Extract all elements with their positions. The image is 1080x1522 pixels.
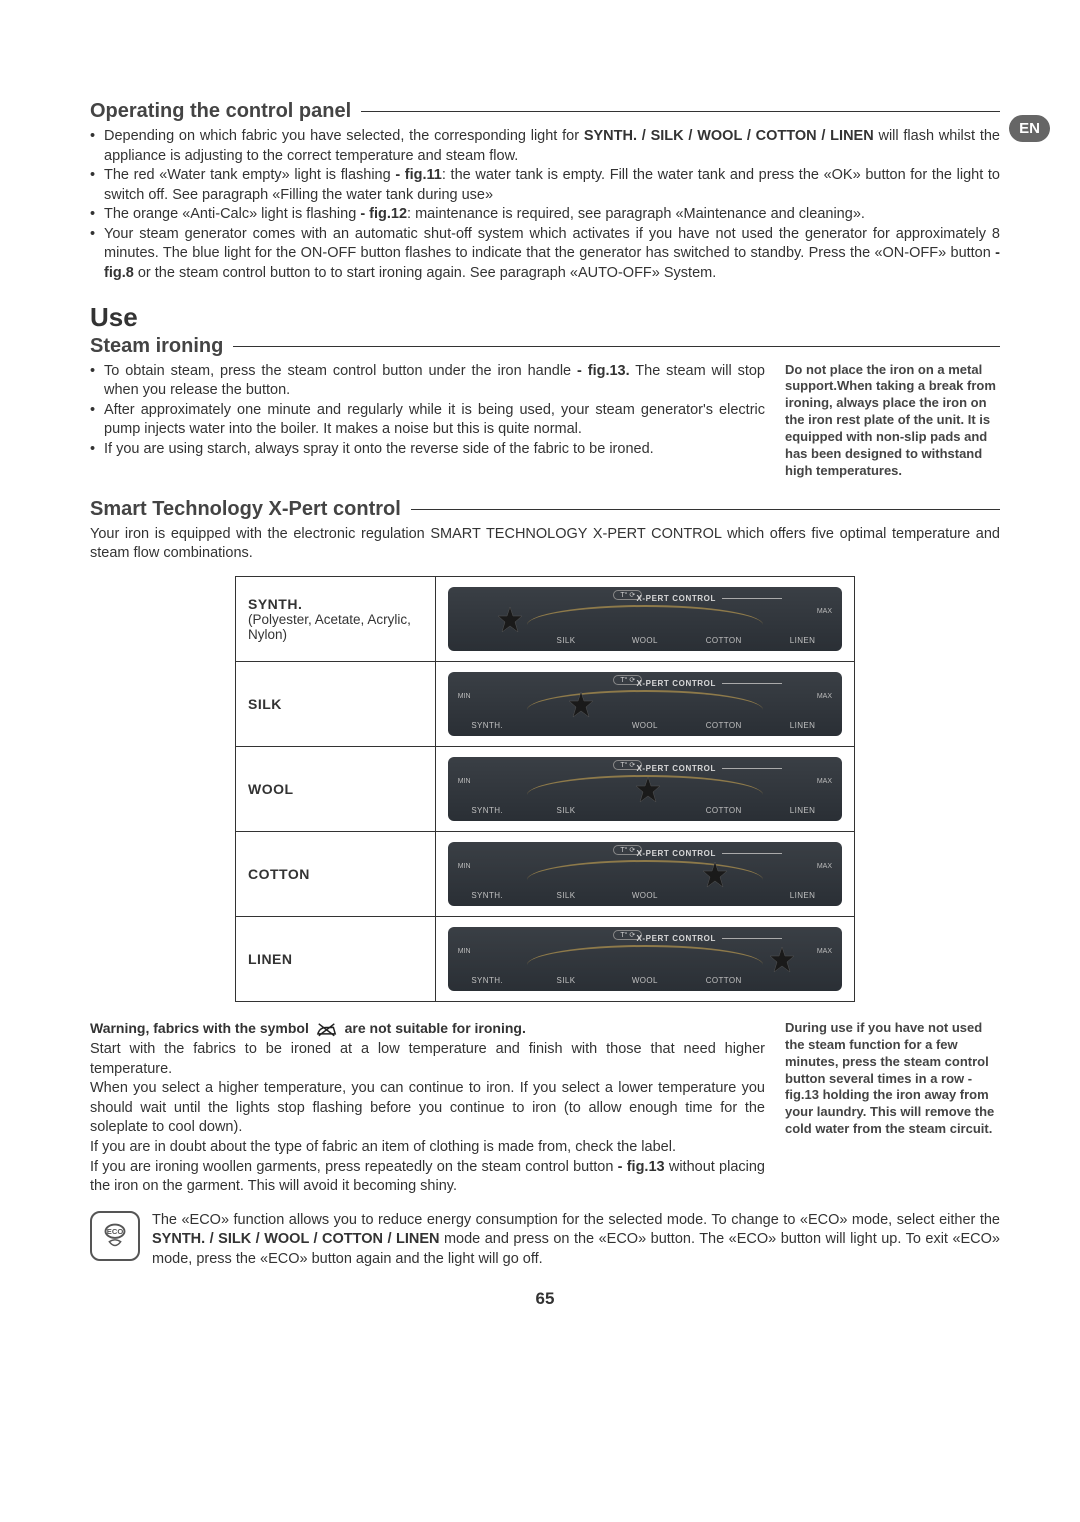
smart-intro-text: Your iron is equipped with the electroni… bbox=[90, 525, 1000, 564]
xpert-dial: T° ⟳X-PERT CONTROLMAXSILKWOOLCOTTONLINEN bbox=[448, 587, 842, 651]
fabric-row: SYNTH.(Polyester, Acetate, Acrylic, Nylo… bbox=[236, 576, 855, 661]
heading-operating-control-panel: Operating the control panel bbox=[90, 100, 1000, 123]
bullet-item: If you are using starch, always spray it… bbox=[90, 440, 765, 460]
body-paragraph: When you select a higher temperature, yo… bbox=[90, 1079, 765, 1138]
fabric-label-cell: WOOL bbox=[236, 746, 436, 831]
fabric-dial-cell: T° ⟳X-PERT CONTROLMAXSILKWOOLCOTTONLINEN bbox=[435, 576, 854, 661]
page-number: 65 bbox=[90, 1289, 1000, 1309]
bullet-item: The orange «Anti-Calc» light is flashing… bbox=[90, 205, 1000, 225]
eco-row: ECO The «ECO» function allows you to red… bbox=[90, 1211, 1000, 1270]
fabric-row: WOOLT° ⟳X-PERT CONTROLMAXMINSYNTH.SILKCO… bbox=[236, 746, 855, 831]
svg-text:ECO: ECO bbox=[107, 1227, 124, 1236]
fabric-dial-cell: T° ⟳X-PERT CONTROLMAXMINSYNTH.WOOLCOTTON… bbox=[435, 661, 854, 746]
fabric-row: SILKT° ⟳X-PERT CONTROLMAXMINSYNTH.WOOLCO… bbox=[236, 661, 855, 746]
bullet-item: The red «Water tank empty» light is flas… bbox=[90, 166, 1000, 205]
body-paragraph: Start with the fabrics to be ironed at a… bbox=[90, 1040, 765, 1079]
steam-ironing-side-note: Do not place the iron on a metal support… bbox=[785, 362, 1000, 480]
xpert-dial: T° ⟳X-PERT CONTROLMAXMINSYNTH.SILKWOOLCO… bbox=[448, 927, 842, 991]
body-paragraph: If you are in doubt about the type of fa… bbox=[90, 1138, 765, 1158]
xpert-dial: T° ⟳X-PERT CONTROLMAXMINSYNTH.SILKWOOLLI… bbox=[448, 842, 842, 906]
warning-line: Warning, fabrics with the symbol are not… bbox=[90, 1020, 765, 1036]
fabric-row: LINENT° ⟳X-PERT CONTROLMAXMINSYNTH.SILKW… bbox=[236, 916, 855, 1001]
language-badge: EN bbox=[1009, 115, 1050, 142]
fabric-label-cell: SILK bbox=[236, 661, 436, 746]
eco-icon: ECO bbox=[90, 1211, 140, 1261]
control-panel-bullets: Depending on which fabric you have selec… bbox=[90, 127, 1000, 284]
dial-selector-icon bbox=[495, 605, 525, 635]
eco-text: The «ECO» function allows you to reduce … bbox=[152, 1211, 1000, 1270]
dial-selector-icon bbox=[700, 860, 730, 890]
body-paragraph: If you are ironing woollen garments, pre… bbox=[90, 1158, 765, 1197]
fabric-settings-table: SYNTH.(Polyester, Acetate, Acrylic, Nylo… bbox=[235, 576, 855, 1002]
fabric-dial-cell: T° ⟳X-PERT CONTROLMAXMINSYNTH.SILKWOOLCO… bbox=[435, 916, 854, 1001]
fabric-dial-cell: T° ⟳X-PERT CONTROLMAXMINSYNTH.SILKWOOLLI… bbox=[435, 831, 854, 916]
dial-selector-icon bbox=[767, 945, 797, 975]
bullet-item: After approximately one minute and regul… bbox=[90, 401, 765, 440]
dial-selector-icon bbox=[633, 775, 663, 805]
fabric-row: COTTONT° ⟳X-PERT CONTROLMAXMINSYNTH.SILK… bbox=[236, 831, 855, 916]
page-content: EN Operating the control panel Depending… bbox=[0, 0, 1080, 1369]
fabric-label-cell: LINEN bbox=[236, 916, 436, 1001]
fabric-label-cell: COTTON bbox=[236, 831, 436, 916]
xpert-dial: T° ⟳X-PERT CONTROLMAXMINSYNTH.SILKCOTTON… bbox=[448, 757, 842, 821]
heading-smart-technology: Smart Technology X-Pert control bbox=[90, 498, 1000, 521]
fabric-label-cell: SYNTH.(Polyester, Acetate, Acrylic, Nylo… bbox=[236, 576, 436, 661]
heading-steam-ironing: Steam ironing bbox=[90, 335, 1000, 358]
bullet-item: Your steam generator comes with an autom… bbox=[90, 225, 1000, 284]
bullet-item: Depending on which fabric you have selec… bbox=[90, 127, 1000, 166]
smart-side-note: During use if you have not used the stea… bbox=[785, 1020, 1000, 1138]
bullet-item: To obtain steam, press the steam control… bbox=[90, 362, 765, 401]
heading-use: Use bbox=[90, 302, 1000, 333]
no-iron-symbol-icon bbox=[316, 1022, 338, 1036]
fabric-dial-cell: T° ⟳X-PERT CONTROLMAXMINSYNTH.SILKCOTTON… bbox=[435, 746, 854, 831]
dial-selector-icon bbox=[566, 690, 596, 720]
steam-ironing-bullets: To obtain steam, press the steam control… bbox=[90, 362, 765, 460]
xpert-dial: T° ⟳X-PERT CONTROLMAXMINSYNTH.WOOLCOTTON… bbox=[448, 672, 842, 736]
